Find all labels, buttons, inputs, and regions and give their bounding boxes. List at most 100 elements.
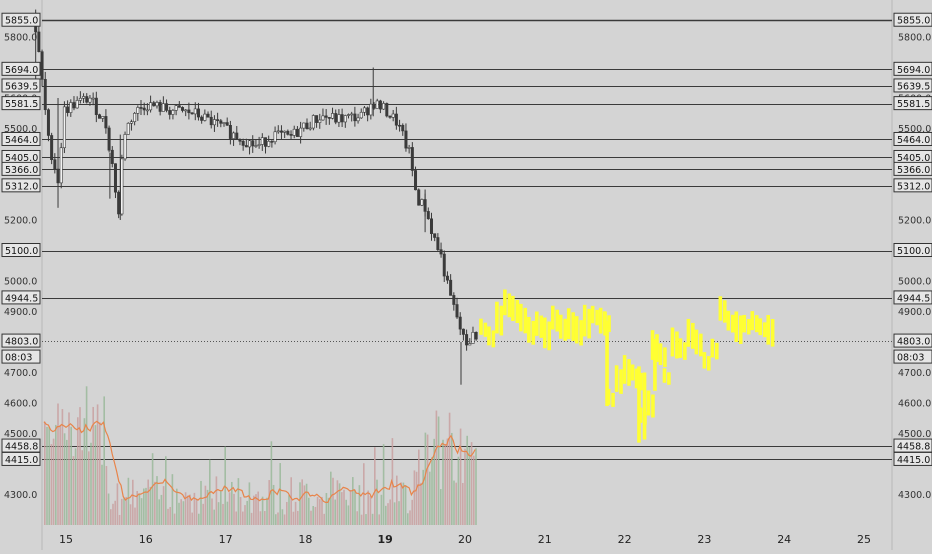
- candle-body: [334, 113, 338, 123]
- projection-bar: [543, 317, 547, 349]
- volume-bar: [79, 407, 81, 525]
- level-label-left: 4458.8: [5, 442, 38, 453]
- x-tick-label: 25: [857, 533, 871, 546]
- level-label-right: 4944.5: [897, 293, 930, 304]
- projection-bar: [770, 319, 775, 347]
- volume-bar: [165, 456, 167, 525]
- current-price-label-left: 4803.0: [5, 337, 38, 348]
- projection-bar: [683, 342, 687, 360]
- candle-body: [315, 115, 319, 123]
- volume-bar: [413, 470, 416, 525]
- volume-bar: [246, 500, 248, 525]
- volume-bar: [360, 514, 363, 525]
- volume-bar: [440, 489, 442, 525]
- volume-bar: [193, 492, 196, 525]
- volume-bar: [378, 514, 380, 525]
- volume-bar: [61, 409, 64, 525]
- y-tick-label-left: 4300.0: [4, 490, 37, 501]
- projection-bar: [691, 322, 695, 349]
- level-label-left: 5694.0: [5, 65, 38, 76]
- candle-body: [232, 132, 236, 139]
- candle-body: [248, 140, 252, 148]
- candle-body: [468, 343, 472, 346]
- volume-bar: [418, 449, 420, 525]
- volume-bar: [90, 442, 92, 525]
- level-label-right-box: [893, 243, 932, 257]
- volume-bar: [336, 480, 339, 525]
- candle-body: [66, 106, 70, 113]
- volume-bar: [103, 396, 105, 525]
- projection-bar: [479, 318, 483, 335]
- level-label-right-box: [893, 178, 932, 193]
- volume-bar: [294, 501, 297, 525]
- volume-bar: [297, 510, 299, 525]
- volume-bar: [387, 503, 389, 525]
- level-label-right: 5464.0: [897, 135, 930, 146]
- volume-bar: [356, 511, 358, 525]
- volume-bar: [63, 433, 66, 525]
- volume-bar: [451, 432, 453, 525]
- volume-bar: [204, 485, 207, 525]
- candle-body: [145, 109, 149, 112]
- y-tick-label-right: 4300.0: [898, 490, 931, 501]
- candle-body: [133, 113, 137, 122]
- volume-bar: [237, 478, 240, 525]
- candle-body: [117, 191, 121, 215]
- volume-bar: [46, 426, 48, 525]
- candle-body: [276, 130, 280, 133]
- volume-bar: [448, 412, 451, 525]
- level-label-right: 5694.0: [897, 65, 930, 76]
- level-label-left: 5639.5: [5, 81, 38, 92]
- candle-body: [340, 114, 344, 123]
- candle-body: [394, 113, 398, 126]
- candle-body: [429, 218, 433, 234]
- candle-body: [104, 116, 108, 129]
- volume-bar: [202, 503, 204, 525]
- volume-bar: [228, 492, 231, 525]
- volume-bar: [52, 438, 55, 525]
- level-label-right-box: [893, 131, 932, 146]
- projection-bar: [734, 311, 739, 342]
- level-label-left: 5405.0: [5, 153, 38, 164]
- volume-bar: [380, 494, 383, 525]
- projection-bar: [750, 311, 755, 331]
- volume-bar: [74, 448, 77, 525]
- volume-bar: [345, 499, 347, 525]
- volume-bar: [88, 451, 90, 525]
- candle-body: [426, 211, 430, 220]
- volume-bar: [455, 482, 457, 525]
- volume-bar: [365, 514, 367, 525]
- volume-bar: [268, 480, 270, 525]
- volume-bar: [466, 435, 468, 525]
- volume-bar: [305, 483, 308, 525]
- volume-bar: [431, 457, 433, 525]
- volume-bar: [215, 476, 218, 525]
- volume-bar: [171, 474, 174, 525]
- candle-body: [299, 127, 303, 137]
- candle-body: [356, 117, 360, 122]
- projection-bar: [515, 299, 520, 323]
- x-tick-label: 17: [219, 533, 233, 546]
- candle-body: [391, 113, 395, 118]
- volume-bar: [178, 502, 180, 525]
- candle-body: [369, 103, 373, 116]
- projection-bar: [487, 326, 491, 346]
- projection-bar: [563, 318, 567, 341]
- candle-body: [398, 124, 402, 127]
- volume-bar: [308, 497, 310, 525]
- candle-body: [46, 109, 50, 136]
- candle-body: [436, 237, 440, 250]
- volume-bar: [127, 477, 130, 525]
- candle-body: [91, 97, 95, 100]
- candle-body: [193, 108, 197, 115]
- projection-bar: [619, 369, 623, 394]
- level-label-left: 5366.0: [5, 165, 38, 176]
- x-tick-label: 23: [697, 533, 711, 546]
- volume-bar: [57, 403, 59, 525]
- candle-body: [471, 331, 475, 344]
- level-label-left-box: [1, 12, 41, 27]
- volume-bar: [354, 489, 356, 525]
- volume-bar: [444, 443, 446, 525]
